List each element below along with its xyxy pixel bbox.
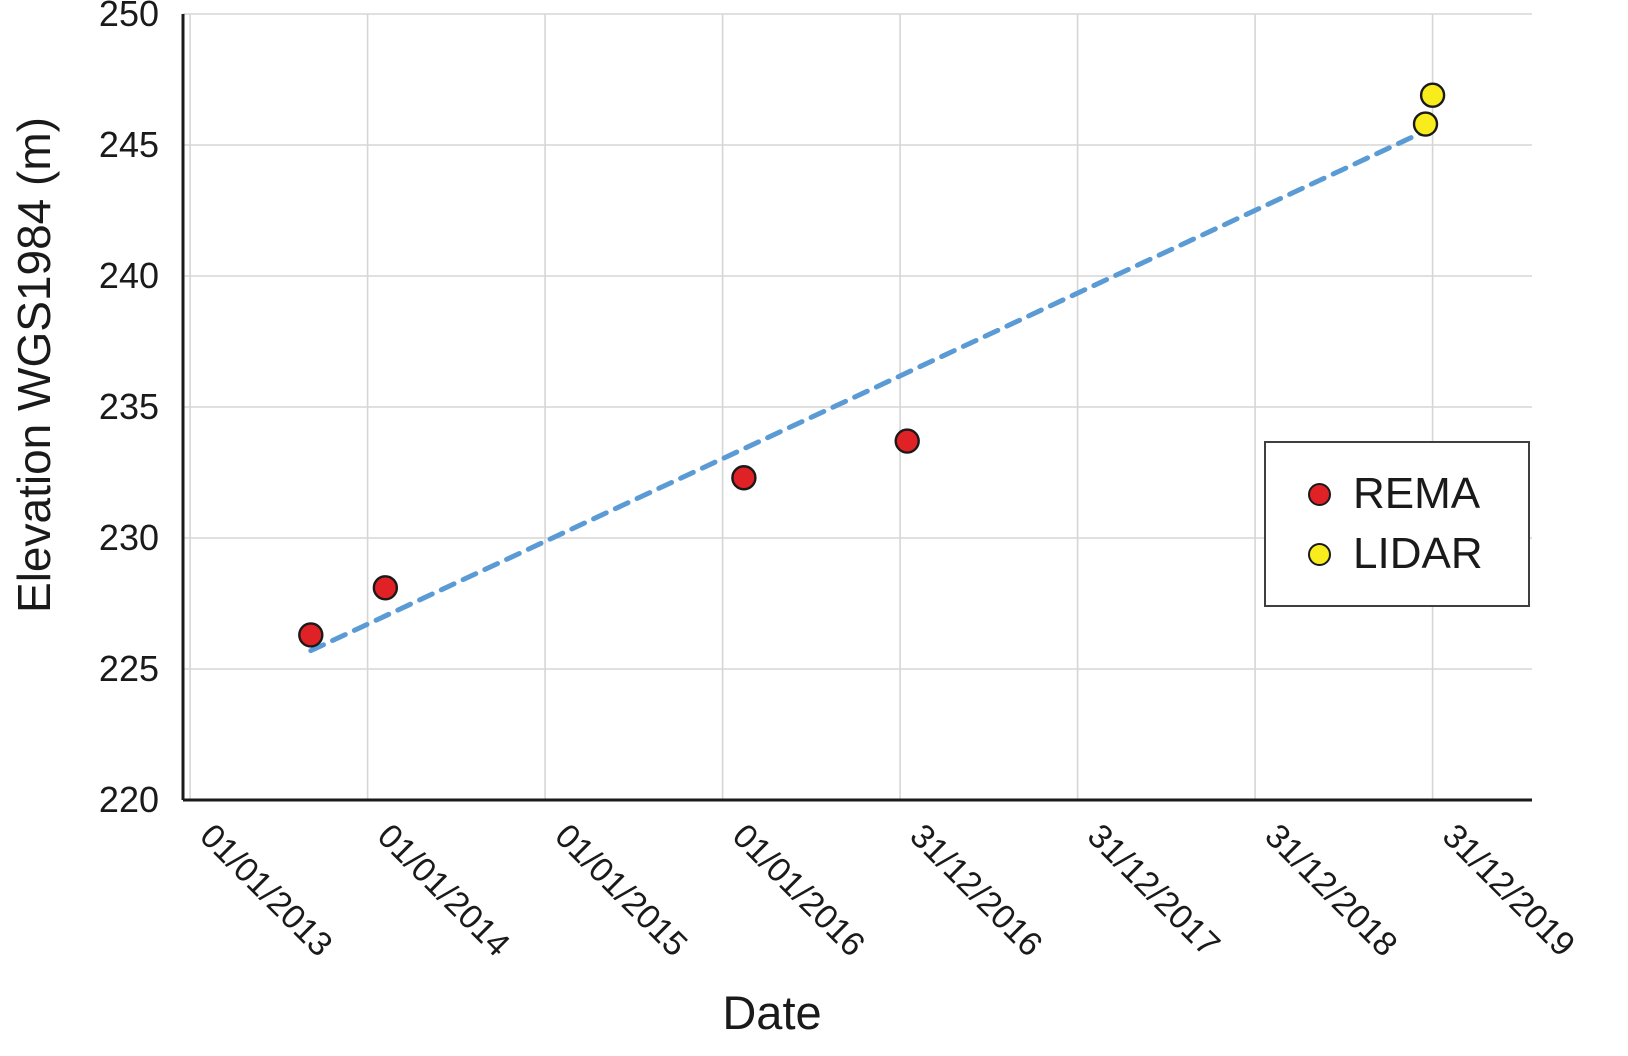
y-axis-title: Elevation WGS1984 (m) [8,117,60,613]
legend-label-rema: REMA [1353,469,1481,518]
x-tick-label: 01/01/2015 [547,817,694,964]
lidar-point [1412,111,1439,137]
legend: REMA LIDAR [1264,441,1530,607]
lidar-marker-icon [1308,542,1331,566]
x-tick-label: 31/12/2016 [902,817,1049,964]
y-tick-label: 245 [99,124,159,165]
x-tick-label: 01/01/2014 [370,817,517,964]
rema-marker-icon [1308,482,1331,506]
y-tick-label: 240 [99,255,159,296]
x-tick-label: 31/12/2018 [1257,817,1404,964]
legend-item-rema: REMA [1308,472,1528,516]
legend-label-lidar: LIDAR [1353,529,1483,578]
lidar-point [1419,82,1446,108]
rema-point [298,622,324,648]
rema-point [372,575,399,601]
y-tick-label: 220 [99,779,159,820]
x-tick-label: 01/01/2013 [192,817,339,964]
trendline [308,126,1432,654]
legend-item-lidar: LIDAR [1308,532,1528,576]
y-tick-label: 230 [99,517,159,558]
x-tick-label: 01/01/2016 [725,817,872,964]
rema-point [894,428,920,454]
rema-point [731,465,757,491]
y-tick-label: 250 [99,0,159,34]
x-tick-label: 31/12/2017 [1080,817,1227,964]
x-tick-label: 31/12/2019 [1435,817,1582,964]
y-tick-label: 235 [99,386,159,427]
y-tick-label: 225 [99,648,159,689]
x-axis-title: Date [722,986,822,1039]
